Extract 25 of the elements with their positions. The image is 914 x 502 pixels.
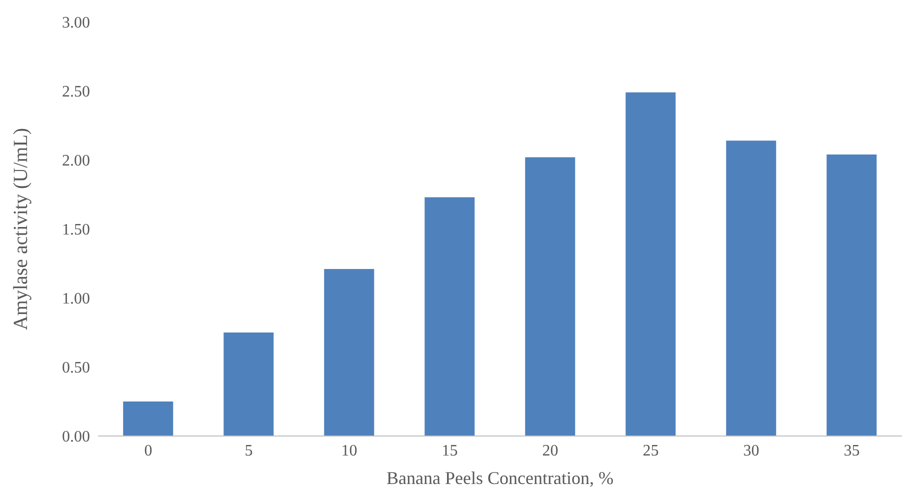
x-tick-label: 10 bbox=[341, 442, 358, 460]
x-tick-label: 15 bbox=[442, 442, 458, 460]
bar bbox=[525, 157, 576, 436]
bar bbox=[123, 402, 174, 436]
y-tick-label: 0.00 bbox=[62, 428, 90, 446]
y-tick-label: 0.50 bbox=[62, 360, 90, 377]
x-tick-label: 5 bbox=[244, 442, 253, 460]
x-tick-label: 20 bbox=[542, 442, 558, 460]
y-tick-label: 1.50 bbox=[62, 222, 90, 239]
y-tick-label: 1.00 bbox=[62, 290, 90, 308]
y-tick-label: 2.50 bbox=[62, 84, 90, 101]
x-tick-label: 25 bbox=[642, 442, 659, 460]
x-axis-title: Banana Peels Concentration, % bbox=[386, 468, 614, 488]
bar bbox=[826, 154, 877, 436]
bar bbox=[324, 269, 374, 436]
x-tick-label: 35 bbox=[844, 442, 860, 460]
x-tick-label: 30 bbox=[743, 442, 760, 460]
bar bbox=[224, 332, 274, 436]
y-axis-title: Amylase activity (U/mL) bbox=[10, 128, 32, 330]
bar bbox=[626, 92, 676, 436]
bar bbox=[424, 197, 475, 436]
x-tick-label: 0 bbox=[144, 442, 152, 460]
y-tick-label: 2.00 bbox=[62, 152, 90, 170]
y-tick-label: 3.00 bbox=[62, 14, 90, 32]
bar bbox=[726, 140, 776, 436]
